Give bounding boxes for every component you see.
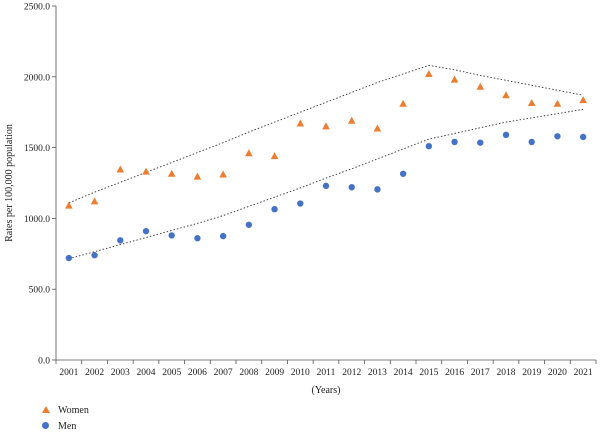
x-tick-label: 2013: [368, 368, 387, 378]
legend: Women Men: [40, 402, 89, 434]
data-point-men: [554, 133, 561, 140]
data-point-men: [399, 170, 407, 177]
data-point-women: [399, 99, 407, 107]
x-tick-label: 2003: [111, 368, 130, 378]
data-point-women: [373, 124, 382, 132]
data-point-men: [425, 142, 433, 150]
data-point-men: [142, 227, 150, 235]
data-point-women: [527, 98, 536, 106]
x-tick-label: 2010: [291, 368, 310, 378]
data-point-women: [142, 167, 150, 175]
data-point-women: [245, 149, 253, 157]
legend-label-women: Women: [58, 404, 89, 416]
y-axis-title: Rates per 100,000 population: [4, 124, 15, 242]
data-point-women: [65, 201, 73, 209]
data-point-women: [502, 91, 510, 99]
x-tick-label: 2015: [419, 368, 438, 378]
data-point-men: [65, 254, 73, 262]
data-point-women: [219, 170, 227, 178]
data-point-men: [168, 232, 175, 239]
circle-marker-icon: [40, 420, 52, 432]
data-point-men: [91, 252, 98, 259]
data-point-women: [579, 96, 587, 104]
legend-label-men: Men: [58, 420, 77, 432]
x-tick-label: 2021: [574, 368, 593, 378]
data-point-men: [297, 200, 304, 207]
trend-line-women: [68, 65, 584, 204]
y-tick-label: 2000.0: [24, 73, 50, 83]
data-point-women: [193, 172, 202, 180]
legend-item-men: Men: [40, 418, 89, 434]
data-point-men: [477, 139, 484, 146]
y-tick-label: 0.0: [38, 357, 50, 367]
data-point-men: [502, 131, 510, 139]
y-tick-label: 2500.0: [24, 3, 50, 13]
data-point-men: [348, 184, 355, 191]
trend-line-men: [68, 108, 584, 260]
data-point-women: [90, 197, 99, 205]
data-point-women: [322, 122, 330, 130]
data-point-women: [296, 119, 305, 127]
data-point-women: [450, 75, 459, 83]
data-point-men: [194, 235, 201, 242]
data-point-men: [117, 237, 124, 244]
x-tick-label: 2011: [317, 368, 336, 378]
x-tick-label: 2018: [497, 368, 516, 378]
data-point-men: [322, 182, 330, 190]
y-tick-label: 1000.0: [24, 215, 50, 225]
x-tick-label: 2014: [394, 368, 413, 378]
y-tick-label: 500.0: [29, 286, 51, 296]
x-tick-label: 2009: [265, 368, 284, 378]
data-point-women: [553, 99, 562, 107]
x-tick-label: 2019: [522, 368, 541, 378]
data-point-men: [374, 186, 381, 193]
data-point-men: [451, 138, 458, 146]
data-point-women: [270, 152, 279, 160]
data-point-men: [219, 232, 227, 240]
x-tick-label: 2002: [85, 368, 104, 378]
x-tick-label: 2008: [239, 368, 258, 378]
x-tick-label: 2004: [137, 368, 156, 378]
data-point-women: [116, 165, 125, 173]
data-points: [65, 69, 587, 262]
x-tick-label: 2020: [548, 368, 567, 378]
x-tick-label: 2017: [471, 368, 490, 378]
x-tick-label: 2001: [59, 368, 78, 378]
data-point-women: [425, 69, 433, 77]
data-point-women: [167, 169, 176, 177]
data-point-men: [245, 221, 253, 228]
x-tick-label: 2016: [445, 368, 464, 378]
y-tick-label: 1500.0: [24, 144, 50, 154]
x-tick-label: 2012: [342, 368, 361, 378]
axes: 0.0 500.0 1000.0 1500.0 2000.0 2500.0 2001 2002…: [24, 3, 597, 378]
data-point-women: [347, 116, 356, 124]
data-point-men: [271, 205, 278, 213]
data-point-men: [528, 138, 535, 146]
x-tick-label: 2007: [214, 368, 233, 378]
legend-item-women: Women: [40, 402, 89, 418]
x-tick-label: 2005: [162, 368, 181, 378]
data-point-men: [579, 133, 587, 141]
trend-lines: [68, 65, 584, 260]
x-axis-title: (Years): [312, 385, 341, 396]
data-point-women: [476, 82, 485, 90]
triangle-marker-icon: [40, 404, 52, 416]
x-tick-label: 2006: [188, 368, 207, 378]
